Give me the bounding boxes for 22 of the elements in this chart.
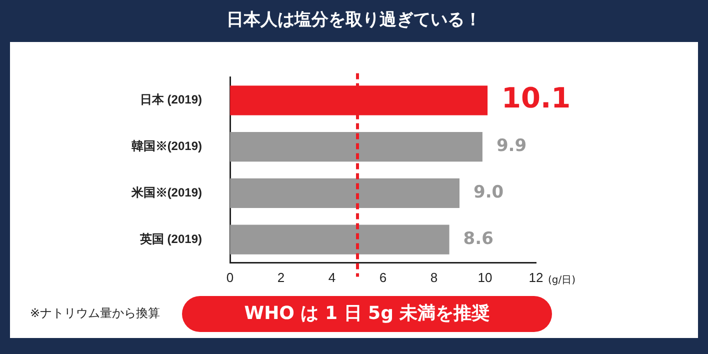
- text: ※ナトリウム量から換算: [30, 305, 160, 322]
- data-label: 9.9: [496, 136, 527, 156]
- text: WHO は 1 日 5g 未満を推奨: [182, 296, 552, 332]
- chart-title: 日本人は塩分を取り過ぎている！: [226, 9, 482, 31]
- x-tick-label: 12: [528, 270, 544, 286]
- data-label: 9.0: [474, 182, 504, 203]
- y-tick-label: 米国※(2019): [130, 186, 202, 200]
- x-tick-label: 6: [379, 270, 387, 286]
- x-tick-label: 8: [430, 270, 438, 286]
- y-tick-label: 韓国※(2019): [131, 139, 202, 154]
- x-axis-title: (g/日): [548, 274, 576, 286]
- bar: [230, 224, 450, 254]
- y-tick-label: 英国 (2019): [138, 232, 202, 246]
- x-tick-label: 0: [226, 270, 234, 286]
- y-tick-label: 日本 (2019): [140, 92, 202, 107]
- x-tick-label: 4: [328, 270, 336, 286]
- bar: [230, 132, 482, 162]
- data-label: 10.1: [502, 82, 571, 115]
- data-label: 8.6: [463, 229, 494, 250]
- x-tick-label: 10: [478, 270, 492, 286]
- bar: [230, 178, 460, 208]
- x-tick-label: 2: [277, 270, 285, 286]
